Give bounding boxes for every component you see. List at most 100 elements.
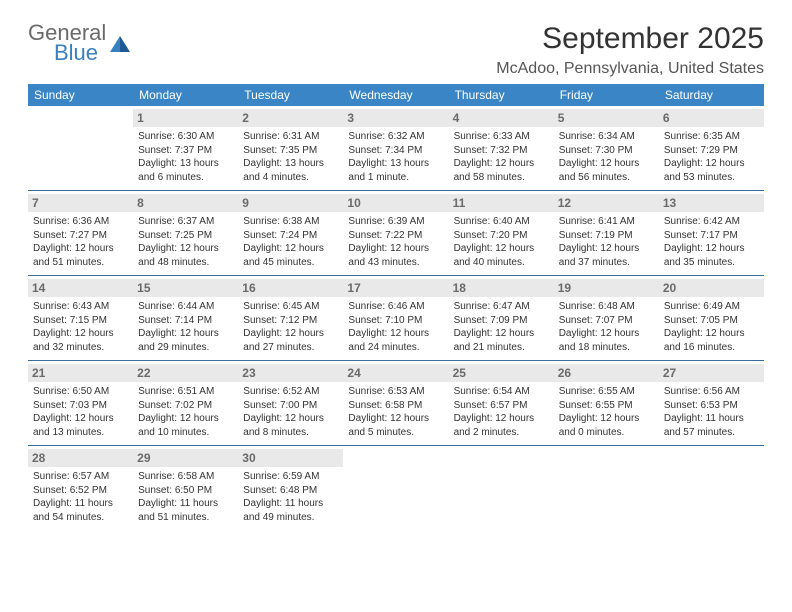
- day-number: 30: [238, 449, 343, 467]
- sunset-text: Sunset: 7:34 PM: [348, 144, 443, 158]
- daylight-text: Daylight: 12 hours and 5 minutes.: [348, 412, 443, 439]
- daylight-text: Daylight: 11 hours and 51 minutes.: [138, 497, 233, 524]
- sunset-text: Sunset: 7:19 PM: [559, 229, 654, 243]
- daylight-text: Daylight: 12 hours and 2 minutes.: [454, 412, 549, 439]
- logo: General Blue: [28, 22, 130, 64]
- day-number: 25: [449, 364, 554, 382]
- day-cell: 1Sunrise: 6:30 AMSunset: 7:37 PMDaylight…: [133, 106, 238, 190]
- daylight-text: Daylight: 12 hours and 10 minutes.: [138, 412, 233, 439]
- sunset-text: Sunset: 7:29 PM: [664, 144, 759, 158]
- day-number: 15: [133, 279, 238, 297]
- day-number: 3: [343, 109, 448, 127]
- sunrise-text: Sunrise: 6:43 AM: [33, 300, 128, 314]
- day-number: 1: [133, 109, 238, 127]
- daylight-text: Daylight: 12 hours and 8 minutes.: [243, 412, 338, 439]
- sunrise-text: Sunrise: 6:45 AM: [243, 300, 338, 314]
- daylight-text: Daylight: 12 hours and 58 minutes.: [454, 157, 549, 184]
- day-number: 23: [238, 364, 343, 382]
- day-cell: 25 Sunrise: 6:54 AMSunset: 6:57 PMDayligh…: [449, 361, 554, 445]
- daylight-text: Daylight: 12 hours and 0 minutes.: [559, 412, 654, 439]
- sunset-text: Sunset: 7:24 PM: [243, 229, 338, 243]
- daylight-text: Daylight: 13 hours and 4 minutes.: [243, 157, 338, 184]
- sunrise-text: Sunrise: 6:37 AM: [138, 215, 233, 229]
- sunrise-text: Sunrise: 6:49 AM: [664, 300, 759, 314]
- day-cell: 0: [554, 446, 659, 530]
- daylight-text: Daylight: 12 hours and 56 minutes.: [559, 157, 654, 184]
- week-row: 01Sunrise: 6:30 AMSunset: 7:37 PMDayligh…: [28, 106, 764, 191]
- day-number: 16: [238, 279, 343, 297]
- day-cell: 29 Sunrise: 6:58 AMSunset: 6:50 PMDayligh…: [133, 446, 238, 530]
- daylight-text: Daylight: 12 hours and 27 minutes.: [243, 327, 338, 354]
- day-number: 11: [449, 194, 554, 212]
- sunset-text: Sunset: 6:57 PM: [454, 399, 549, 413]
- sunrise-text: Sunrise: 6:48 AM: [559, 300, 654, 314]
- day-cell: 2Sunrise: 6:31 AMSunset: 7:35 PMDaylight…: [238, 106, 343, 190]
- sunset-text: Sunset: 7:22 PM: [348, 229, 443, 243]
- daylight-text: Daylight: 12 hours and 45 minutes.: [243, 242, 338, 269]
- daylight-text: Daylight: 12 hours and 48 minutes.: [138, 242, 233, 269]
- sunrise-text: Sunrise: 6:59 AM: [243, 470, 338, 484]
- day-cell: 19 Sunrise: 6:48 AMSunset: 7:07 PMDayligh…: [554, 276, 659, 360]
- sunrise-text: Sunrise: 6:54 AM: [454, 385, 549, 399]
- sunset-text: Sunset: 6:50 PM: [138, 484, 233, 498]
- sunset-text: Sunset: 6:55 PM: [559, 399, 654, 413]
- sunrise-text: Sunrise: 6:55 AM: [559, 385, 654, 399]
- day-cell: 20Sunrise: 6:49 AMSunset: 7:05 PMDayligh…: [659, 276, 764, 360]
- day-number: 20: [659, 279, 764, 297]
- sunset-text: Sunset: 7:30 PM: [559, 144, 654, 158]
- daylight-text: Daylight: 11 hours and 54 minutes.: [33, 497, 128, 524]
- day-cell: 23 Sunrise: 6:52 AMSunset: 7:00 PMDayligh…: [238, 361, 343, 445]
- day-cell: 26 Sunrise: 6:55 AMSunset: 6:55 PMDayligh…: [554, 361, 659, 445]
- sunrise-text: Sunrise: 6:34 AM: [559, 130, 654, 144]
- day-cell: 13Sunrise: 6:42 AMSunset: 7:17 PMDayligh…: [659, 191, 764, 275]
- sunset-text: Sunset: 7:03 PM: [33, 399, 128, 413]
- day-number: 12: [554, 194, 659, 212]
- sunrise-text: Sunrise: 6:40 AM: [454, 215, 549, 229]
- sunrise-text: Sunrise: 6:35 AM: [664, 130, 759, 144]
- weekday-header-row: Sunday Monday Tuesday Wednesday Thursday…: [28, 84, 764, 106]
- day-number: 18: [449, 279, 554, 297]
- day-number: 13: [659, 194, 764, 212]
- sunset-text: Sunset: 7:09 PM: [454, 314, 549, 328]
- day-number: 22: [133, 364, 238, 382]
- sunrise-text: Sunrise: 6:33 AM: [454, 130, 549, 144]
- sunset-text: Sunset: 7:10 PM: [348, 314, 443, 328]
- daylight-text: Daylight: 12 hours and 18 minutes.: [559, 327, 654, 354]
- sunrise-text: Sunrise: 6:32 AM: [348, 130, 443, 144]
- sunrise-text: Sunrise: 6:50 AM: [33, 385, 128, 399]
- sunrise-text: Sunrise: 6:52 AM: [243, 385, 338, 399]
- sunrise-text: Sunrise: 6:57 AM: [33, 470, 128, 484]
- day-number: 29: [133, 449, 238, 467]
- daylight-text: Daylight: 12 hours and 32 minutes.: [33, 327, 128, 354]
- day-cell: 6Sunrise: 6:35 AMSunset: 7:29 PMDaylight…: [659, 106, 764, 190]
- sunset-text: Sunset: 7:20 PM: [454, 229, 549, 243]
- daylight-text: Daylight: 11 hours and 57 minutes.: [664, 412, 759, 439]
- logo-triangle-icon: [110, 36, 130, 52]
- daylight-text: Daylight: 12 hours and 53 minutes.: [664, 157, 759, 184]
- logo-text: General Blue: [28, 22, 106, 64]
- sunset-text: Sunset: 7:05 PM: [664, 314, 759, 328]
- day-number: 19: [554, 279, 659, 297]
- day-number: 21: [28, 364, 133, 382]
- day-number: 27: [659, 364, 764, 382]
- day-cell: 5Sunrise: 6:34 AMSunset: 7:30 PMDaylight…: [554, 106, 659, 190]
- weekday-header: Friday: [554, 84, 659, 106]
- day-number: 26: [554, 364, 659, 382]
- day-cell: 9Sunrise: 6:38 AMSunset: 7:24 PMDaylight…: [238, 191, 343, 275]
- day-cell: 0: [659, 446, 764, 530]
- sunrise-text: Sunrise: 6:58 AM: [138, 470, 233, 484]
- sunrise-text: Sunrise: 6:30 AM: [138, 130, 233, 144]
- sunset-text: Sunset: 7:14 PM: [138, 314, 233, 328]
- day-cell: 0: [343, 446, 448, 530]
- logo-word-2: Blue: [54, 42, 106, 64]
- sunrise-text: Sunrise: 6:46 AM: [348, 300, 443, 314]
- day-number: 24: [343, 364, 448, 382]
- sunset-text: Sunset: 7:00 PM: [243, 399, 338, 413]
- day-cell: 12Sunrise: 6:41 AMSunset: 7:19 PMDayligh…: [554, 191, 659, 275]
- daylight-text: Daylight: 11 hours and 49 minutes.: [243, 497, 338, 524]
- weeks-container: 01Sunrise: 6:30 AMSunset: 7:37 PMDayligh…: [28, 106, 764, 530]
- sunset-text: Sunset: 7:17 PM: [664, 229, 759, 243]
- month-title: September 2025: [496, 22, 764, 56]
- sunset-text: Sunset: 7:07 PM: [559, 314, 654, 328]
- sunset-text: Sunset: 7:12 PM: [243, 314, 338, 328]
